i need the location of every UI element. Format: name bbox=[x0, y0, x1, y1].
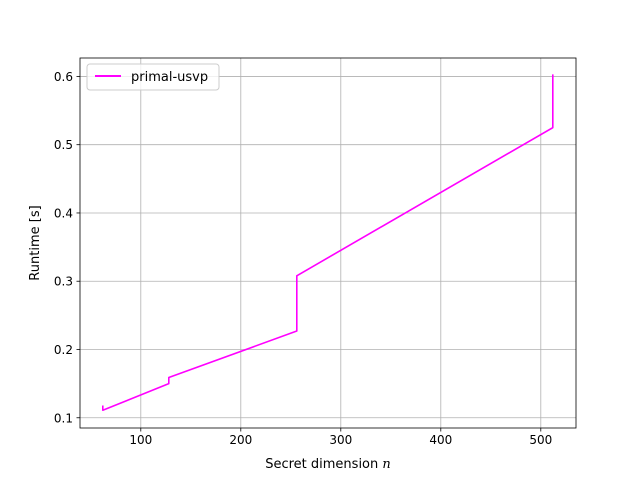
legend-box bbox=[86, 63, 220, 91]
x-axis-label-variable: n bbox=[382, 457, 390, 472]
series-line-primal-usvp bbox=[102, 74, 554, 412]
x-tick-label: 500 bbox=[529, 433, 552, 447]
x-axis-label-text: Secret dimension bbox=[265, 457, 378, 472]
x-tick-label: 200 bbox=[229, 433, 252, 447]
legend: primal-usvp bbox=[86, 63, 220, 91]
data-lines bbox=[102, 74, 554, 412]
x-tick-label: 100 bbox=[129, 433, 152, 447]
x-tick-label: 400 bbox=[429, 433, 452, 447]
y-tick-label: 0.1 bbox=[54, 411, 73, 425]
axis-ticks: 100 200 300 400 500 0.1 0.2 0.3 0.4 0.5 0.6 bbox=[54, 70, 552, 447]
y-tick-label: 0.3 bbox=[54, 275, 73, 289]
legend-label-primal-usvp: primal-usvp bbox=[131, 70, 208, 85]
y-axis-label: Runtime [s] bbox=[28, 205, 43, 280]
y-tick-label: 0.5 bbox=[54, 138, 73, 152]
grid-lines bbox=[80, 58, 576, 428]
y-tick-label: 0.2 bbox=[54, 343, 73, 357]
x-tick-label: 300 bbox=[329, 433, 352, 447]
axes-frame bbox=[79, 57, 577, 429]
y-tick-label: 0.6 bbox=[54, 70, 73, 84]
x-axis-label: Secret dimension n bbox=[265, 457, 391, 472]
y-tick-label: 0.4 bbox=[54, 206, 73, 220]
